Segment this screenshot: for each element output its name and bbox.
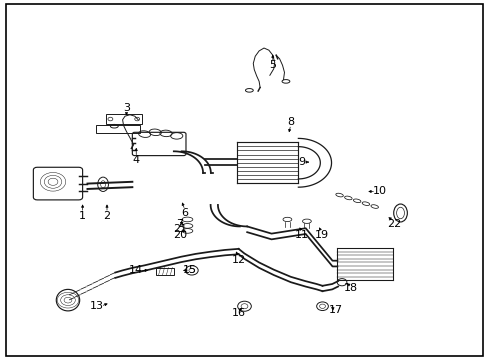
Text: 5: 5 [269, 60, 276, 70]
Text: 9: 9 [298, 157, 305, 167]
Text: 1: 1 [79, 211, 86, 221]
Text: 21: 21 [173, 224, 187, 234]
Text: 20: 20 [173, 230, 187, 239]
Text: 2: 2 [103, 211, 110, 221]
Text: 15: 15 [183, 265, 197, 275]
Text: 11: 11 [294, 230, 308, 239]
Bar [156, 267, 174, 275]
Text: 3: 3 [123, 103, 130, 113]
Text: 10: 10 [372, 186, 386, 197]
Text: 8: 8 [286, 117, 294, 127]
Text: 18: 18 [343, 283, 357, 293]
Bar [96, 126, 140, 134]
Text: 12: 12 [231, 255, 245, 265]
Text: 22: 22 [387, 219, 401, 229]
Text: 6: 6 [181, 208, 188, 218]
Text: 14: 14 [129, 265, 143, 275]
Text: 7: 7 [176, 219, 183, 229]
Text: 4: 4 [132, 155, 140, 165]
Text: 17: 17 [328, 305, 343, 315]
Text: 16: 16 [231, 309, 245, 318]
Text: 13: 13 [90, 301, 104, 311]
Text: 19: 19 [314, 230, 328, 239]
Bar [105, 114, 142, 125]
